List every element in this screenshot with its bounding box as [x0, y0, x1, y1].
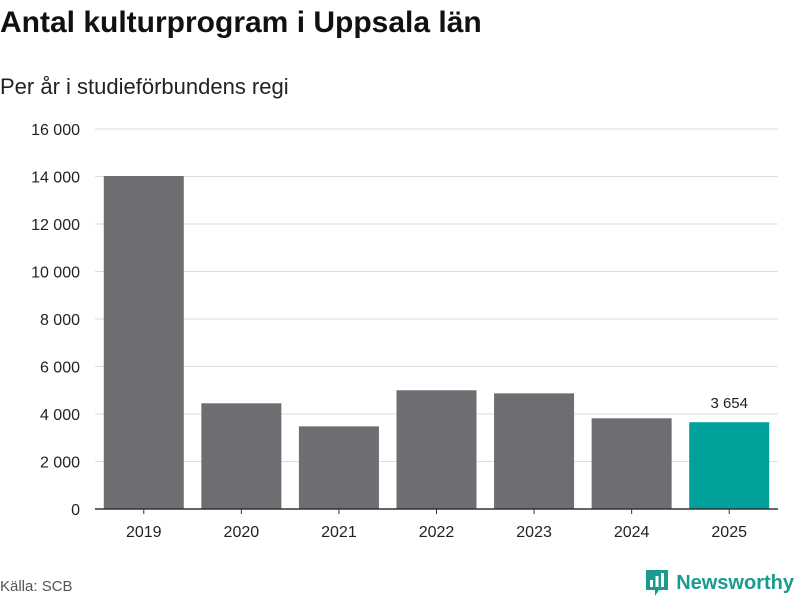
bar-2022: [396, 390, 477, 509]
x-tick-label: 2019: [126, 524, 162, 541]
x-tick-label: 2025: [711, 524, 747, 541]
y-tick-label: 2 000: [40, 455, 80, 472]
x-tick-label: 2023: [516, 524, 552, 541]
x-tick-label: 2022: [419, 524, 455, 541]
y-tick-label: 0: [71, 502, 80, 519]
brand-logo: Newsworthy: [644, 568, 794, 598]
source-note: Källa: SCB: [0, 578, 73, 595]
data-label: 3 654: [710, 395, 748, 412]
newsworthy-logo-icon: [644, 568, 670, 598]
x-tick-label: 2020: [224, 524, 260, 541]
bar-2020: [201, 403, 282, 509]
bar-2021: [298, 426, 379, 509]
chart-subtitle: Per år i studieförbundens regi: [0, 74, 289, 99]
bar-2019: [103, 176, 184, 509]
chart-title: Antal kulturprogram i Uppsala län: [0, 6, 482, 39]
y-tick-label: 12 000: [31, 217, 80, 234]
brand-name: Newsworthy: [676, 571, 794, 594]
y-tick-label: 14 000: [31, 170, 80, 187]
y-tick-label: 4 000: [40, 407, 80, 424]
y-tick-label: 6 000: [40, 360, 80, 377]
y-tick-label: 10 000: [31, 265, 80, 282]
x-tick-label: 2024: [614, 524, 650, 541]
bar-2024: [591, 418, 672, 509]
bar-2023: [494, 393, 575, 509]
x-tick-label: 2021: [321, 524, 357, 541]
bar-2025: [689, 422, 770, 509]
y-tick-label: 8 000: [40, 312, 80, 329]
y-tick-label: 16 000: [31, 122, 80, 139]
